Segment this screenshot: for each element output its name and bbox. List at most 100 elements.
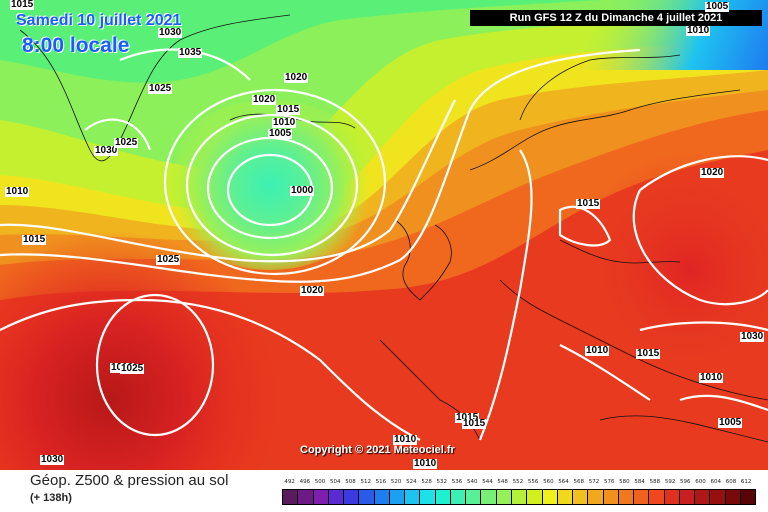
isobar-label: 1025 bbox=[148, 83, 173, 94]
scale-swatch bbox=[496, 490, 512, 504]
scale-tick-label: 560 bbox=[543, 479, 554, 485]
legend-footer: Géop. Z500 & pression au sol (+ 138h) 49… bbox=[0, 470, 768, 512]
scale-tick-label: 612 bbox=[740, 479, 752, 485]
scale-tick-label: 604 bbox=[710, 479, 721, 485]
scale-tick-label: 532 bbox=[436, 479, 448, 485]
scale-tick-label: 508 bbox=[345, 479, 356, 485]
scale-swatch bbox=[298, 490, 314, 504]
isobar-label: 1015 bbox=[576, 198, 601, 209]
color-scale-labels: 492 496 500 504 508 512 516 520 524 528 532 536 540 5… bbox=[282, 479, 754, 485]
scale-swatch bbox=[344, 490, 360, 504]
scale-swatch bbox=[328, 490, 345, 504]
isobar-label: 1020 bbox=[300, 285, 325, 296]
scale-tick-label: 492 bbox=[284, 479, 295, 485]
isobar-label: 1010 bbox=[686, 25, 711, 36]
scale-swatch bbox=[634, 490, 650, 504]
isobar-label: 1020 bbox=[700, 167, 725, 178]
scale-tick-label: 572 bbox=[588, 479, 600, 485]
scale-tick-label: 592 bbox=[664, 479, 676, 485]
scale-tick-label: 588 bbox=[649, 479, 661, 485]
scale-tick-label: 500 bbox=[314, 479, 326, 485]
scale-swatch bbox=[695, 490, 711, 504]
isobar-label: 1010 bbox=[413, 458, 438, 469]
scale-swatch bbox=[527, 490, 543, 504]
isobar-label: 1015 bbox=[22, 234, 47, 245]
scale-tick-label: 524 bbox=[406, 479, 417, 485]
forecast-lead-time: (+ 138h) bbox=[30, 492, 72, 504]
scale-tick-label: 540 bbox=[466, 479, 478, 485]
scale-tick-label: 536 bbox=[451, 479, 463, 485]
isobar-label: 1010 bbox=[272, 117, 297, 128]
low-pressure-area bbox=[160, 100, 380, 270]
scale-tick-label: 584 bbox=[634, 479, 645, 485]
scale-swatch bbox=[679, 490, 696, 504]
scale-tick-label: 596 bbox=[680, 479, 691, 485]
scale-swatch bbox=[557, 490, 574, 504]
scale-tick-label: 600 bbox=[695, 479, 706, 485]
scale-swatch bbox=[481, 490, 497, 504]
isobar-label: 1015 bbox=[276, 104, 301, 115]
scale-swatch bbox=[710, 490, 726, 504]
scale-tick-label: 580 bbox=[619, 479, 630, 485]
color-scale-bar bbox=[282, 489, 756, 505]
isobar-label: 1010 bbox=[699, 372, 724, 383]
scale-swatch bbox=[405, 490, 421, 504]
scale-swatch bbox=[435, 490, 451, 504]
isobars bbox=[0, 48, 768, 441]
model-run-label: Run GFS 12 Z du Dimanche 4 juillet 2021 bbox=[470, 10, 762, 26]
scale-tick-label: 568 bbox=[573, 479, 585, 485]
scale-swatch bbox=[466, 490, 482, 504]
isobar-label: 1015 bbox=[462, 418, 487, 429]
scale-swatch bbox=[374, 490, 390, 504]
isobar-label: 1030 bbox=[40, 454, 65, 465]
scale-tick-label: 512 bbox=[360, 479, 371, 485]
scale-swatch bbox=[740, 490, 756, 504]
scale-tick-label: 556 bbox=[527, 479, 539, 485]
isobar-label: 1010 bbox=[585, 345, 610, 356]
high-pressure-area bbox=[0, 230, 420, 470]
scale-swatch bbox=[603, 490, 619, 504]
isobar-label: 1015 bbox=[455, 412, 480, 423]
isobar-label: 1030 bbox=[740, 331, 765, 342]
isobar-label: 1015 bbox=[10, 0, 35, 10]
isobar-label: 1020 bbox=[284, 72, 309, 83]
isobar-label: 1015 bbox=[636, 348, 661, 359]
isobar-label: 1025 bbox=[114, 137, 139, 148]
scale-swatch bbox=[511, 490, 528, 504]
scale-swatch bbox=[313, 490, 329, 504]
scale-swatch bbox=[588, 490, 604, 504]
map-canvas bbox=[0, 0, 768, 470]
band-bright-green bbox=[0, 0, 600, 83]
scale-swatch bbox=[664, 490, 680, 504]
isobar-label: 1025 bbox=[156, 254, 181, 265]
isobar-label: 1030 bbox=[94, 145, 119, 156]
scale-swatch bbox=[573, 490, 589, 504]
isobar-label: 1010 bbox=[393, 434, 418, 445]
scale-tick-label: 528 bbox=[421, 479, 432, 485]
scale-swatch bbox=[649, 490, 665, 504]
scale-tick-label: 516 bbox=[375, 479, 387, 485]
isobar-label: 1000 bbox=[290, 185, 315, 196]
scale-swatch bbox=[542, 490, 558, 504]
scale-swatch bbox=[389, 490, 406, 504]
scale-tick-label: 504 bbox=[330, 479, 341, 485]
scale-swatch bbox=[450, 490, 467, 504]
scale-tick-label: 548 bbox=[497, 479, 508, 485]
isobar-label: 1035 bbox=[178, 47, 203, 58]
isobar-label: 1025 bbox=[120, 363, 145, 374]
isobar-label: 1005 bbox=[718, 417, 743, 428]
scale-swatch bbox=[725, 490, 741, 504]
scale-tick-label: 544 bbox=[482, 479, 493, 485]
scale-swatch bbox=[618, 490, 635, 504]
scale-tick-label: 496 bbox=[299, 479, 311, 485]
copyright-label: Copyright © 2021 Meteociel.fr bbox=[300, 444, 455, 456]
scale-tick-label: 520 bbox=[390, 479, 402, 485]
isobar-label: 1020 bbox=[252, 94, 277, 105]
isobar-label: 1010 bbox=[5, 186, 30, 197]
isobar-label: 1005 bbox=[705, 1, 730, 12]
scale-swatch bbox=[359, 490, 375, 504]
scale-tick-label: 576 bbox=[603, 479, 615, 485]
legend-title: Géop. Z500 & pression au sol bbox=[30, 472, 229, 489]
scale-tick-label: 608 bbox=[725, 479, 737, 485]
